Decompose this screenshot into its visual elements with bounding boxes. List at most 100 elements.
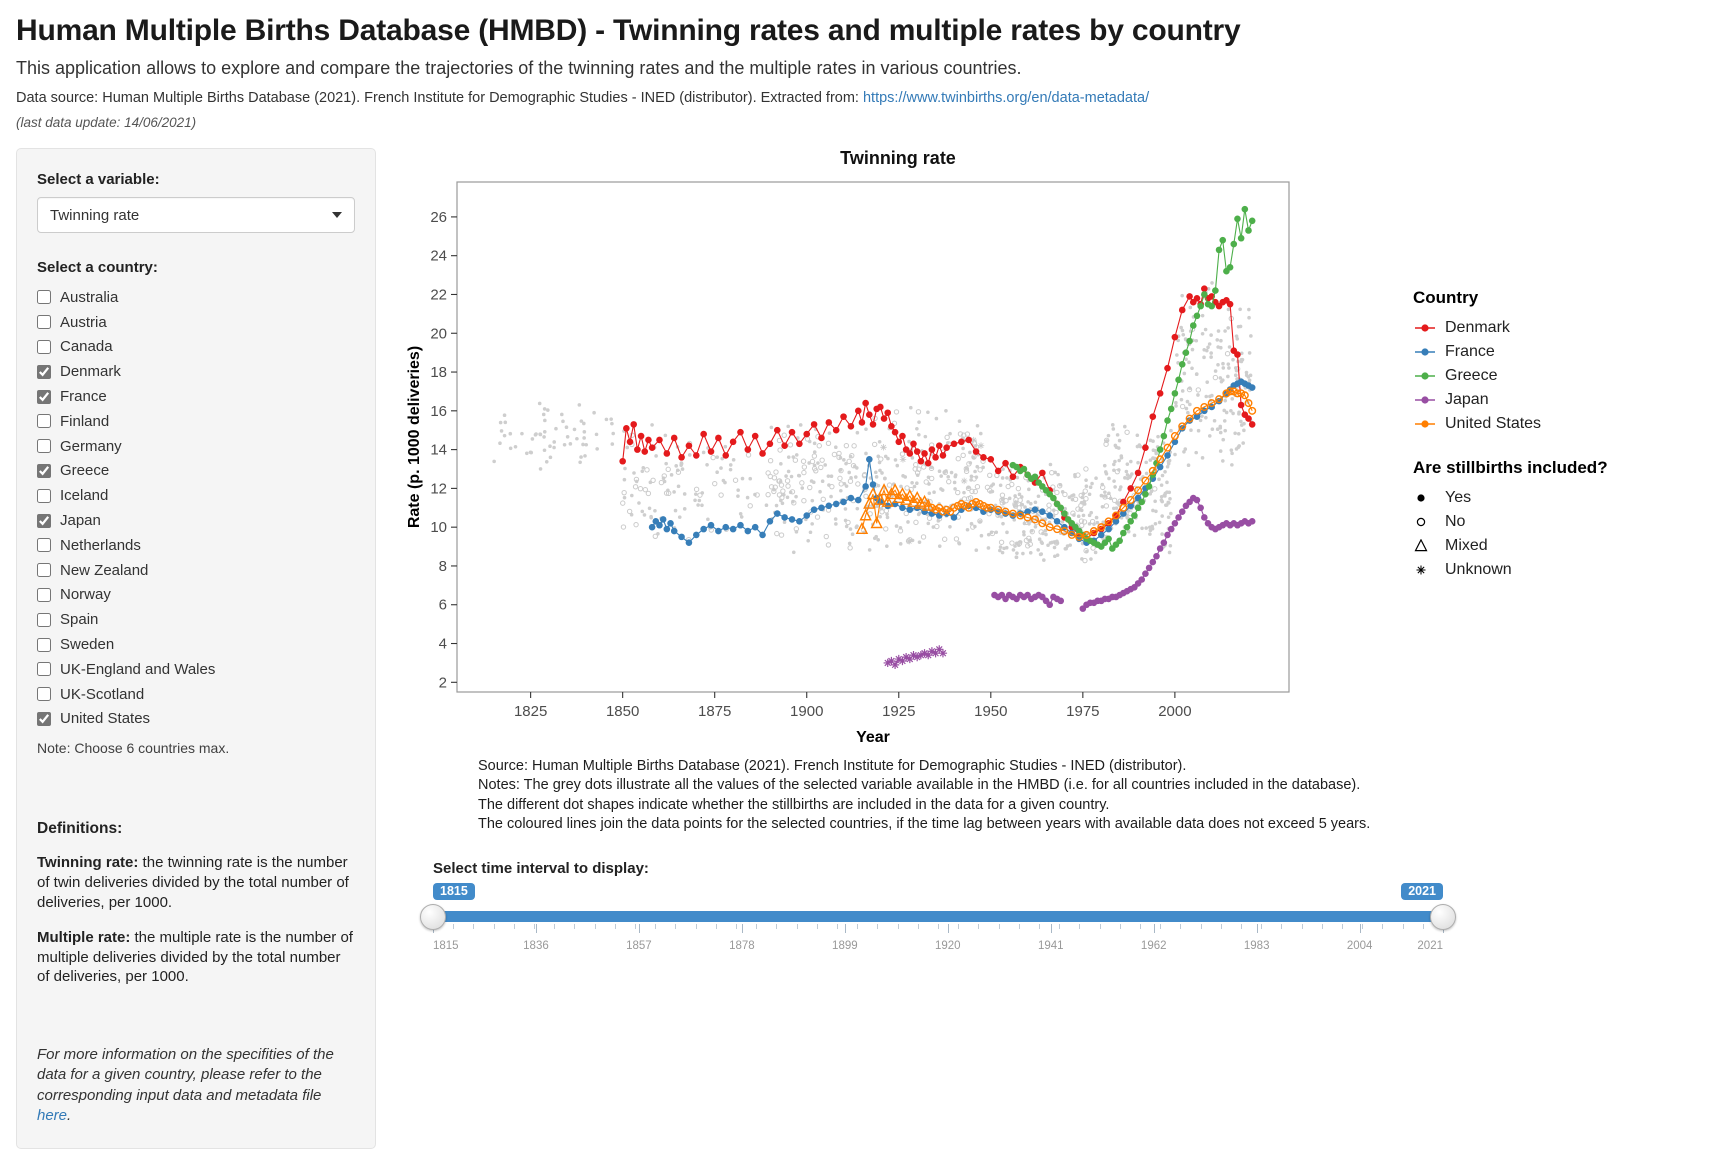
country-label: Denmark: [60, 363, 121, 381]
checkbox-norway[interactable]: [37, 587, 51, 602]
country-row-netherlands[interactable]: Netherlands: [37, 533, 355, 558]
slider-minor-tick: [897, 923, 899, 929]
data-source-text: Data source: Human Multiple Births Datab…: [16, 90, 863, 106]
country-label: UK-Scotland: [60, 685, 145, 703]
slider-tick-label: 1962: [1140, 939, 1167, 952]
checkbox-greece[interactable]: [37, 463, 51, 478]
slider-minor-tick: [1301, 923, 1303, 929]
country-label: United States: [60, 710, 151, 728]
slider-minor-tick: [574, 923, 576, 929]
country-row-france[interactable]: France: [37, 384, 355, 409]
page-header: Human Multiple Births Database (HMBD) - …: [16, 14, 1706, 130]
variable-select-label: Select a variable:: [37, 171, 160, 188]
slider-minor-tick: [493, 923, 495, 929]
checkbox-united-states[interactable]: [37, 711, 51, 726]
more-info-text: For more information on the specifities …: [37, 1046, 334, 1124]
slider-minor-tick: [453, 923, 455, 929]
svg-text:1975: 1975: [1066, 703, 1099, 720]
slider-track-fill[interactable]: [433, 910, 1443, 922]
data-source-link[interactable]: https://www.twinbirths.org/en/data-metad…: [862, 90, 1150, 106]
slider-major-tick: [741, 923, 743, 933]
checkbox-finland[interactable]: [37, 414, 51, 429]
country-row-iceland[interactable]: Iceland: [37, 483, 355, 508]
caption-line: Notes: The grey dots illustrate all the …: [478, 777, 1361, 794]
checkbox-iceland[interactable]: [37, 488, 51, 503]
country-row-austria[interactable]: Austria: [37, 310, 355, 335]
slider-handle-min[interactable]: [420, 903, 446, 930]
caption-line: The coloured lines join the data points …: [478, 816, 1371, 833]
slider-minor-tick: [1160, 923, 1162, 929]
checkbox-germany[interactable]: [37, 439, 51, 454]
checkbox-france[interactable]: [37, 389, 51, 404]
checkbox-sweden[interactable]: [37, 637, 51, 652]
checkbox-austria[interactable]: [37, 315, 51, 330]
slider-tick-label: 1815: [433, 939, 459, 952]
country-label: New Zealand: [60, 561, 149, 579]
country-row-germany[interactable]: Germany: [37, 434, 355, 459]
country-row-finland[interactable]: Finland: [37, 409, 355, 434]
slider-minor-tick: [1382, 923, 1384, 929]
chevron-down-icon: [332, 212, 342, 218]
metadata-here-link[interactable]: here: [37, 1106, 68, 1124]
slider-minor-tick: [1362, 923, 1364, 929]
slider-minor-tick: [473, 923, 475, 929]
legend-item-no: No: [1413, 510, 1643, 534]
slider-minor-tick: [513, 923, 515, 929]
country-label: France: [60, 388, 107, 406]
slider-handle-max[interactable]: [1430, 903, 1456, 930]
slider-major-tick: [1050, 923, 1052, 933]
svg-text:24: 24: [430, 248, 447, 265]
country-row-australia[interactable]: Australia: [37, 285, 355, 310]
time-range-slider[interactable]: 1815 2021 1815 1836 1857 1878 1899 1920 1941 19…: [420, 882, 1456, 961]
slider-minor-tick: [1099, 923, 1101, 929]
legend-key-dot: [1413, 418, 1439, 430]
slider-minor-tick: [1039, 923, 1040, 929]
country-row-uk-england-and-wales[interactable]: UK-England and Wales: [37, 657, 355, 682]
country-row-united-states[interactable]: United States: [37, 707, 355, 732]
country-row-greece[interactable]: Greece: [37, 459, 355, 484]
legend-key-dot: [1413, 394, 1439, 406]
variable-select-value: Twinning rate: [50, 206, 140, 224]
country-row-canada[interactable]: Canada: [37, 335, 355, 360]
country-row-sweden[interactable]: Sweden: [37, 632, 355, 657]
checkbox-netherlands[interactable]: [37, 538, 51, 553]
slider-minor-tick: [857, 923, 859, 929]
legend-item-yes: Yes: [1413, 486, 1643, 510]
legend-label: United States: [1445, 415, 1542, 432]
country-label: UK-England and Wales: [60, 660, 216, 678]
circle-filled-icon: [1413, 491, 1439, 505]
variable-select[interactable]: Twinning rate: [37, 197, 355, 233]
checkbox-new-zealand[interactable]: [37, 563, 51, 578]
slider-minor-tick: [1200, 923, 1202, 929]
slider-tick-label: 1899: [832, 939, 858, 952]
checkbox-australia[interactable]: [37, 290, 51, 305]
triangle-open-icon: [1413, 539, 1439, 553]
checkbox-japan[interactable]: [37, 513, 51, 528]
svg-text:16: 16: [430, 403, 447, 420]
slider-tick-label: 1941: [1037, 939, 1064, 952]
legend-item-unknown: Unknown: [1413, 558, 1643, 582]
country-row-spain[interactable]: Spain: [37, 607, 355, 632]
checkbox-spain[interactable]: [37, 612, 51, 627]
country-row-denmark[interactable]: Denmark: [37, 359, 355, 384]
country-label: Japan: [60, 512, 101, 530]
legend-key-dot: [1413, 346, 1439, 358]
svg-text:14: 14: [430, 442, 447, 459]
country-row-uk-scotland[interactable]: UK-Scotland: [37, 682, 355, 707]
legend-item-mixed: Mixed: [1413, 534, 1643, 558]
caption-line: The different dot shapes indicate whethe…: [478, 796, 1110, 813]
country-label: Netherlands: [60, 536, 141, 554]
checkbox-denmark[interactable]: [37, 364, 51, 379]
checkbox-uk-england-and-wales[interactable]: [37, 662, 51, 677]
slider-minor-tick: [1059, 923, 1061, 929]
country-row-norway[interactable]: Norway: [37, 583, 355, 608]
country-label: Germany: [60, 437, 122, 455]
slider-minor-tick: [1321, 923, 1323, 929]
country-row-new-zealand[interactable]: New Zealand: [37, 558, 355, 583]
country-checkbox-list: Australia Austria Canada Denmark France Finla…: [37, 285, 355, 731]
country-row-japan[interactable]: Japan: [37, 508, 355, 533]
slider-tick-label: 1983: [1243, 939, 1270, 952]
checkbox-canada[interactable]: [37, 339, 51, 354]
checkbox-uk-scotland[interactable]: [37, 687, 51, 702]
